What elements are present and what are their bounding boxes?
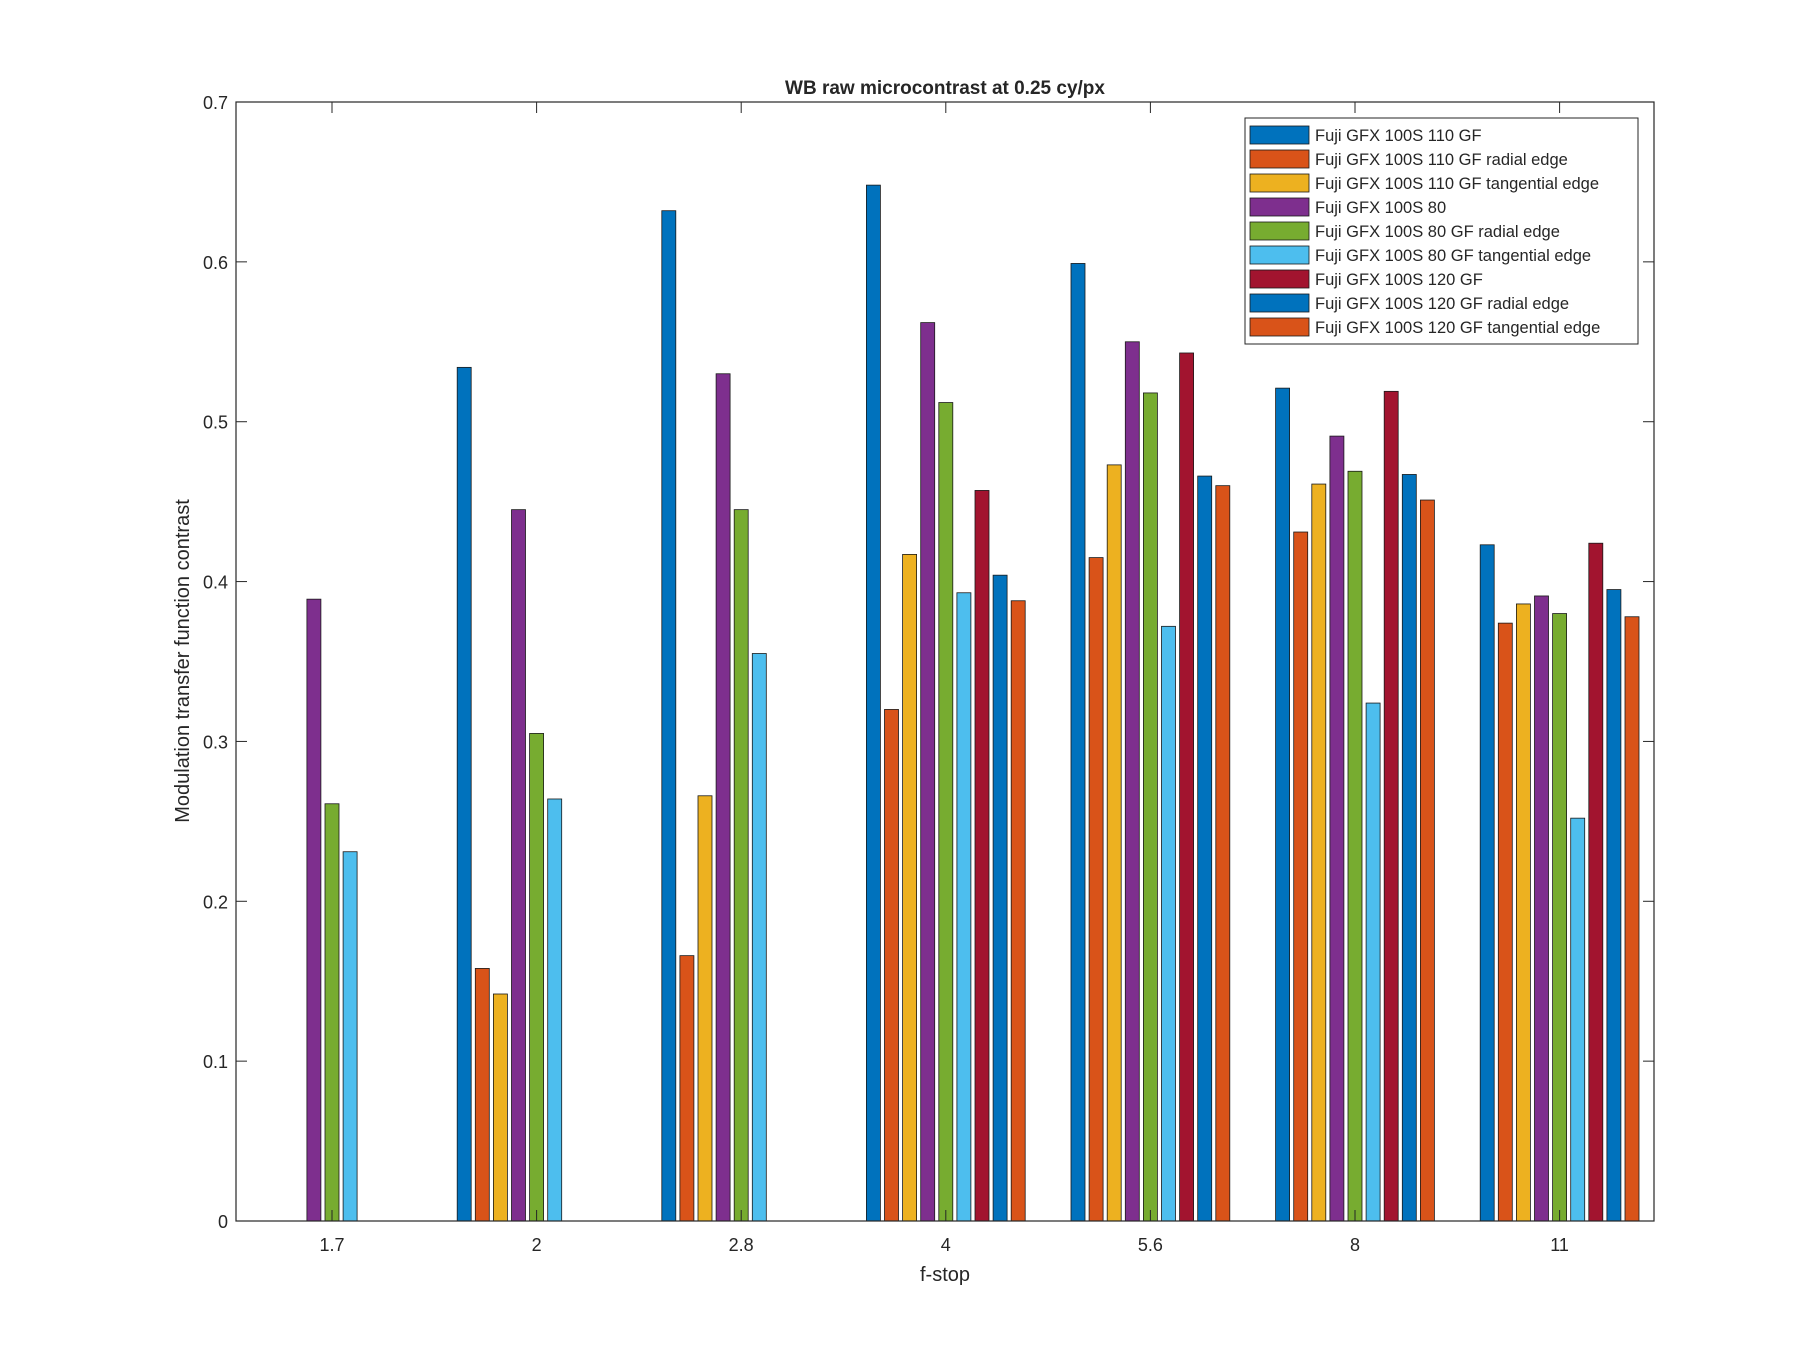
y-tick-label: 0.2 <box>203 892 228 912</box>
legend-label: Fuji GFX 100S 80 GF tangential edge <box>1315 247 1591 265</box>
axes-box <box>235 101 1655 1222</box>
legend-swatch <box>1249 245 1310 265</box>
bar <box>511 509 526 1222</box>
x-tick-label: 11 <box>1550 1235 1569 1255</box>
bar <box>1197 475 1213 1222</box>
bar <box>342 851 358 1222</box>
y-axis: 0 0.1 0.2 0.3 0.4 0.5 0.6 0.7 <box>203 93 1654 1232</box>
bar <box>547 798 563 1222</box>
legend-label: Fuji GFX 100S 110 GF radial edge <box>1315 151 1568 169</box>
bar <box>1383 390 1399 1222</box>
bar <box>1588 542 1604 1222</box>
bar <box>1124 341 1140 1222</box>
bar <box>884 709 899 1222</box>
legend-label: Fuji GFX 100S 80 GF radial edge <box>1315 223 1560 241</box>
legend-swatch <box>1249 149 1310 169</box>
legend-swatch <box>1249 317 1310 337</box>
bar <box>1570 817 1586 1222</box>
bar <box>1534 595 1549 1222</box>
bar <box>956 592 972 1222</box>
bar <box>1010 600 1026 1222</box>
legend-swatch <box>1249 197 1310 217</box>
bar <box>1106 464 1122 1222</box>
bar <box>1293 531 1309 1222</box>
legend-box <box>1244 117 1639 345</box>
bar <box>1179 352 1194 1222</box>
bar <box>902 554 917 1222</box>
y-tick-label: 0.6 <box>203 253 228 273</box>
bar <box>324 803 340 1222</box>
bar <box>733 509 749 1222</box>
bar <box>992 574 1008 1222</box>
bar <box>529 733 544 1222</box>
legend-label: Fuji GFX 100S 110 GF tangential edge <box>1315 175 1599 193</box>
bar <box>920 322 936 1222</box>
legend-swatch <box>1249 125 1310 145</box>
bar <box>866 184 881 1222</box>
bar <box>1365 702 1381 1222</box>
legend-label: Fuji GFX 100S 80 <box>1315 199 1446 217</box>
legend-label: Fuji GFX 100S 120 GF tangential edge <box>1315 319 1600 337</box>
bar <box>661 210 677 1222</box>
x-tick-label: 2 <box>532 1235 542 1255</box>
bar <box>1070 263 1086 1222</box>
x-tick-label: 4 <box>941 1235 951 1255</box>
y-tick-label: 0 <box>218 1212 228 1232</box>
bar <box>1552 613 1567 1222</box>
y-tick-label: 0.3 <box>203 732 228 752</box>
x-tick-label: 8 <box>1350 1235 1360 1255</box>
legend-label: Fuji GFX 100S 120 GF <box>1315 271 1483 289</box>
bar <box>751 653 767 1222</box>
x-tick-label: 5.6 <box>1138 1235 1163 1255</box>
x-tick-label: 1.7 <box>319 1235 344 1255</box>
bar <box>1516 603 1531 1222</box>
bar <box>679 955 695 1222</box>
bar <box>1329 435 1345 1222</box>
bar <box>1311 483 1327 1222</box>
bar <box>1143 392 1158 1222</box>
bar <box>306 598 322 1222</box>
bar <box>938 402 954 1222</box>
legend-swatch <box>1249 293 1310 313</box>
bar <box>1497 622 1513 1222</box>
bar <box>715 373 731 1222</box>
y-axis-label: Modulation transfer function contrast <box>172 499 194 823</box>
x-tick-label: 2.8 <box>729 1235 754 1255</box>
bar <box>1215 485 1231 1222</box>
bar <box>1606 589 1622 1222</box>
bar <box>1401 474 1417 1222</box>
bar <box>492 993 508 1222</box>
bar <box>1347 470 1363 1222</box>
bar <box>1479 544 1495 1222</box>
bar <box>1624 616 1640 1222</box>
legend-swatch <box>1249 221 1310 241</box>
legend: Fuji GFX 100S 110 GF Fuji GFX 100S 110 GF… <box>1244 117 1639 345</box>
x-axis-label: f-stop <box>920 1264 970 1286</box>
chart-title: WB raw microcontrast at 0.25 cy/px <box>785 78 1105 99</box>
legend-swatch <box>1249 269 1310 289</box>
legend-label: Fuji GFX 100S 120 GF radial edge <box>1315 295 1569 313</box>
bar <box>697 795 713 1222</box>
bar <box>1161 625 1176 1222</box>
x-axis: 1.7 2 2.8 4 5.6 8 11 <box>319 102 1569 1255</box>
bar <box>456 366 472 1222</box>
y-tick-label: 0.4 <box>203 573 228 593</box>
bar <box>974 490 990 1222</box>
y-tick-label: 0.7 <box>203 93 228 113</box>
bar <box>474 968 490 1222</box>
bar <box>1420 499 1435 1222</box>
legend-swatch <box>1249 173 1310 193</box>
y-tick-label: 0.5 <box>203 413 228 433</box>
bar <box>1275 387 1290 1222</box>
bar <box>1088 557 1104 1222</box>
legend-label: Fuji GFX 100S 110 GF <box>1315 127 1482 145</box>
y-tick-label: 0.1 <box>203 1052 228 1072</box>
